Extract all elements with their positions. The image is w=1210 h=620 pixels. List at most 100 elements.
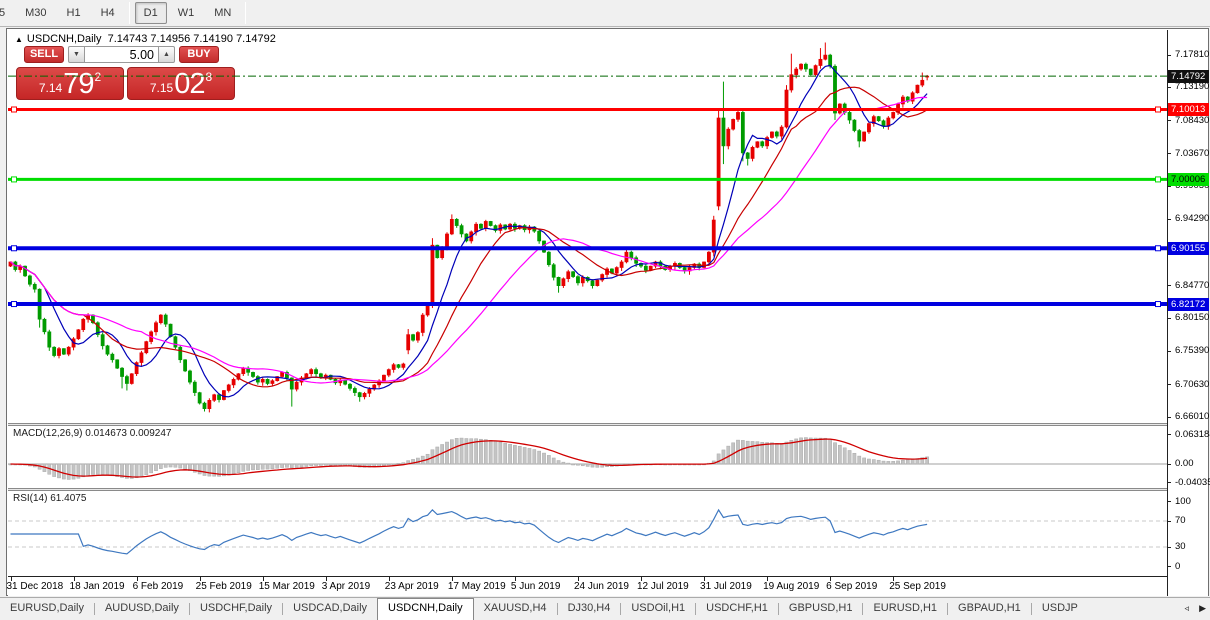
tab-separator	[620, 603, 622, 615]
date-label: 24 Jun 2019	[573, 581, 629, 592]
axis-price-label: 6.94290	[1175, 213, 1210, 225]
axis-tick	[1167, 546, 1171, 548]
axis-tick	[1167, 218, 1171, 220]
price-badge: 7.00006	[1168, 172, 1209, 186]
axis-tick	[1167, 153, 1171, 155]
timeframe-toolbar: 5 M30 H1 H4 D1 W1 MN	[0, 0, 1210, 27]
date-label: 6 Sep 2019	[826, 581, 878, 592]
chart-window: ▲ USDCNH,Daily 7.14743 7.14956 7.14190 7.…	[6, 28, 1210, 596]
timeframe-button-5[interactable]: 5	[0, 2, 14, 24]
chart-tab-dj30-h4[interactable]: DJ30,H4	[567, 602, 611, 614]
price-badge: 7.14792	[1168, 69, 1209, 83]
date-tick	[388, 577, 390, 581]
date-axis[interactable]: 31 Dec 2018 18 Jan 2019 6 Feb 2019 25 Feb 2…	[7, 576, 1167, 596]
buy-price-tile[interactable]: 7.15 02 8	[127, 67, 235, 100]
date-tick	[893, 577, 895, 581]
axis-tick	[1167, 520, 1171, 522]
date-label: 5 Jun 2019	[510, 581, 561, 592]
price-badge: 6.90155	[1168, 241, 1209, 255]
axis-price-label: 6.80150	[1175, 312, 1210, 324]
date-tick	[577, 577, 579, 581]
tab-separator	[93, 603, 95, 615]
macd-canvas[interactable]	[8, 426, 1167, 488]
chart-plot-area[interactable]: ▲ USDCNH,Daily 7.14743 7.14956 7.14190 7.…	[7, 30, 1167, 596]
price-badge: 7.10013	[1168, 102, 1209, 116]
buy-price-handle: 7.15	[149, 81, 174, 95]
volume-increase-icon[interactable]: ▲	[158, 46, 175, 63]
sell-price-point: 2	[94, 70, 102, 84]
macd-indicator-label: MACD(12,26,9) 0.014673 0.009247	[13, 428, 172, 439]
buy-button[interactable]: BUY	[179, 46, 219, 63]
chart-tab-usdchf-daily[interactable]: USDCHF,Daily	[199, 602, 273, 614]
axis-price-label: 6.84770	[1175, 279, 1210, 291]
sell-price-handle: 7.14	[38, 81, 63, 95]
sell-price-pips: 79	[63, 68, 94, 100]
date-label: 31 Jul 2019	[700, 581, 752, 592]
date-tick	[451, 577, 453, 581]
date-label: 17 May 2019	[447, 581, 506, 592]
date-tick	[325, 577, 327, 581]
timeframe-button-h4[interactable]: H4	[100, 7, 115, 19]
timeframe-button-m30[interactable]: M30	[25, 7, 47, 19]
chart-tab-usdoil-h1[interactable]: USDOil,H1	[631, 602, 686, 614]
axis-tick	[1167, 285, 1171, 287]
axis-tick	[1167, 482, 1171, 484]
axis-price-label: 0	[1175, 560, 1181, 572]
date-label: 12 Jul 2019	[637, 581, 689, 592]
chart-tab-gbpaud-h1[interactable]: GBPAUD,H1	[958, 602, 1021, 614]
axis-tick	[1167, 350, 1171, 352]
tab-separator	[695, 603, 697, 615]
date-label: 6 Feb 2019	[132, 581, 184, 592]
tab-separator	[282, 603, 284, 615]
tab-separator	[1030, 603, 1032, 615]
tab-separator	[556, 603, 558, 615]
volume-input[interactable]: 5.00	[85, 46, 158, 63]
panel-splitter-macd[interactable]	[8, 423, 1167, 426]
chart-tab-usdcnh-daily[interactable]: USDCNH,Daily	[377, 598, 474, 620]
chart-symbol-label: USDCNH,Daily	[26, 33, 102, 45]
chart-tab-usdjp[interactable]: USDJP	[1041, 602, 1078, 614]
axis-price-label: 6.75390	[1175, 345, 1210, 357]
axis-price-label: 0.00	[1175, 458, 1194, 469]
chart-tab-eurusd-daily[interactable]: EURUSD,Daily	[10, 602, 84, 614]
chart-tab-audusd-daily[interactable]: AUDUSD,Daily	[104, 602, 179, 614]
one-click-collapse-icon[interactable]: ▲	[15, 35, 23, 44]
date-label: 25 Feb 2019	[195, 581, 252, 592]
sell-button[interactable]: SELL	[24, 46, 64, 63]
axis-price-label: 30	[1175, 541, 1186, 552]
chart-tab-usdchf-h1[interactable]: USDCHF,H1	[706, 602, 768, 614]
timeframe-button-w1[interactable]: W1	[177, 7, 195, 19]
sell-price-tile[interactable]: 7.14 79 2	[16, 67, 124, 100]
date-tick	[767, 577, 769, 581]
main-chart-canvas[interactable]	[8, 30, 1167, 423]
chart-tab-usdcad-daily[interactable]: USDCAD,Daily	[293, 602, 368, 614]
panel-splitter-rsi[interactable]	[8, 488, 1167, 491]
tabs-scroll-right-icon[interactable]: ▶	[1199, 603, 1206, 613]
rsi-canvas[interactable]	[8, 491, 1167, 576]
volume-decrease-icon[interactable]: ▼	[68, 46, 85, 63]
price-axis[interactable]: 7.178107.131907.084307.036706.990506.942…	[1167, 30, 1210, 596]
axis-tick	[1167, 566, 1171, 567]
chart-tab-xauusd-h4[interactable]: XAUUSD,H4	[483, 602, 547, 614]
rsi-indicator-label: RSI(14) 61.4075	[13, 493, 87, 504]
date-label: 19 Aug 2019	[763, 581, 820, 592]
axis-tick	[1167, 185, 1171, 187]
date-label: 18 Jan 2019	[69, 581, 125, 592]
chart-tab-gbpusd-h1[interactable]: GBPUSD,H1	[788, 602, 853, 614]
date-tick	[830, 577, 832, 581]
timeframe-button-h1[interactable]: H1	[66, 7, 81, 19]
tabs-scroll-left-icon[interactable]: ◃	[1184, 603, 1190, 613]
chart-title: ▲ USDCNH,Daily 7.14743 7.14956 7.14190 7.…	[15, 33, 276, 45]
date-label: 15 Mar 2019	[258, 581, 315, 592]
date-tick	[136, 577, 138, 581]
chart-tab-eurusd-h1[interactable]: EURUSD,H1	[873, 602, 938, 614]
timeframe-button-d1[interactable]: D1	[134, 2, 167, 24]
axis-tick	[1167, 317, 1171, 319]
axis-price-label: 0.063184	[1175, 428, 1210, 440]
axis-price-label: 7.08430	[1175, 114, 1210, 126]
buy-price-point: 8	[205, 70, 213, 84]
timeframe-button-mn[interactable]: MN	[214, 7, 232, 19]
chart-tabbar: EURUSD,Daily AUDUSD,Daily USDCHF,Daily USDC…	[0, 597, 1210, 620]
date-tick	[641, 577, 642, 581]
